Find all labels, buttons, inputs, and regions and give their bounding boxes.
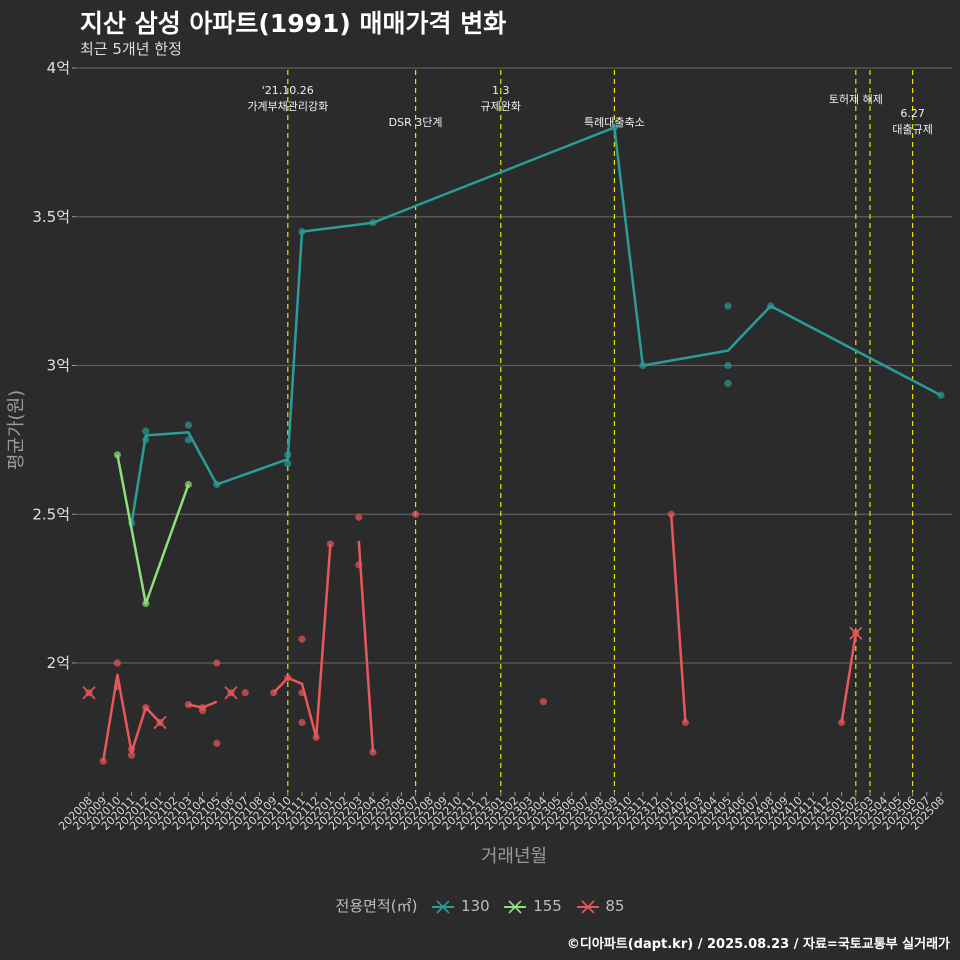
- series-layer: [82, 123, 945, 765]
- data-point: [128, 751, 136, 759]
- y-tick-label: 4억: [47, 59, 70, 77]
- source-credit: ©디아파트(dapt.kr) / 2025.08.23 / 자료=국토교통부 실…: [566, 937, 950, 952]
- legend-key-cross: [581, 899, 595, 914]
- grid-lines: [76, 67, 952, 664]
- data-point: [213, 739, 221, 747]
- legend-item-130: 130: [430, 897, 490, 916]
- series-line: [116, 454, 190, 605]
- data-point: [213, 659, 221, 667]
- event-label: 6.27: [900, 107, 925, 120]
- x-axis-label: 거래년월: [481, 846, 547, 867]
- event-label: DSR 3단계: [389, 116, 443, 129]
- data-point: [241, 689, 249, 697]
- event-label: 대출규제: [892, 123, 932, 136]
- data-point: [184, 421, 192, 429]
- y-axis-ticks: 2억 2.5억 3억 3.5억 4억: [32, 59, 76, 672]
- data-point: [298, 718, 306, 727]
- cross-marker: [153, 715, 167, 730]
- y-tick-label: 3.5억: [32, 208, 70, 226]
- series-line-segment: [272, 543, 332, 739]
- data-point: [142, 427, 150, 435]
- event-label: 1.3: [492, 84, 510, 97]
- data-point: [113, 659, 121, 667]
- y-tick-label: 2억: [47, 654, 70, 672]
- series-130: [128, 123, 945, 527]
- data-point: [667, 510, 675, 518]
- data-point: [724, 302, 732, 310]
- legend-key-130: [432, 899, 455, 914]
- data-point: [298, 635, 306, 643]
- legend-key-cross: [508, 899, 522, 914]
- data-point: [412, 510, 420, 518]
- legend-item-85: 85: [575, 897, 625, 916]
- series-line-segment: [669, 514, 687, 723]
- legend-key-85: [576, 899, 599, 914]
- chart-subtitle: 최근 5개년 한정: [80, 40, 182, 58]
- legend: 전용면적(㎡) 130 155 85: [0, 895, 960, 916]
- series-line-segment: [840, 633, 858, 723]
- legend-title: 전용면적(㎡): [335, 897, 418, 915]
- x-axis-ticks: 2020082020092020102020112020122021012021…: [56, 792, 947, 833]
- cross-marker: [849, 626, 863, 640]
- event-label: 토허제 해제: [829, 92, 883, 106]
- data-point: [284, 460, 292, 468]
- legend-key-cross: [436, 899, 450, 914]
- series-line-segment: [188, 700, 218, 709]
- event-label: 가계부채관리강화: [247, 100, 328, 113]
- event-label: 특례대출축소: [584, 116, 645, 129]
- data-point: [724, 379, 732, 387]
- series-155: [113, 451, 192, 608]
- y-tick-label: 3억: [47, 357, 70, 375]
- legend-label-155: 155: [533, 897, 562, 915]
- data-point: [724, 361, 732, 370]
- data-point: [199, 707, 207, 715]
- cross-marker: [82, 686, 96, 700]
- legend-label-85: 85: [605, 897, 625, 915]
- legend-key-155: [504, 899, 527, 914]
- series-line: [130, 126, 942, 524]
- series-line-segment: [101, 673, 161, 762]
- event-label: 규제완화: [481, 100, 521, 113]
- data-point: [539, 698, 548, 706]
- legend-label-130: 130: [460, 897, 490, 915]
- chart-title: 지산 삼성 아파트(1991) 매매가격 변화: [80, 9, 507, 38]
- y-tick-label: 2.5억: [32, 505, 70, 523]
- event-label: '21.10.26: [262, 84, 314, 97]
- series-85: [82, 510, 863, 765]
- data-point: [355, 513, 363, 521]
- y-axis-label: 평균가(원): [6, 390, 27, 470]
- legend-item-155: 155: [502, 897, 562, 916]
- cross-marker: [224, 686, 238, 700]
- series-line-segment: [357, 540, 375, 753]
